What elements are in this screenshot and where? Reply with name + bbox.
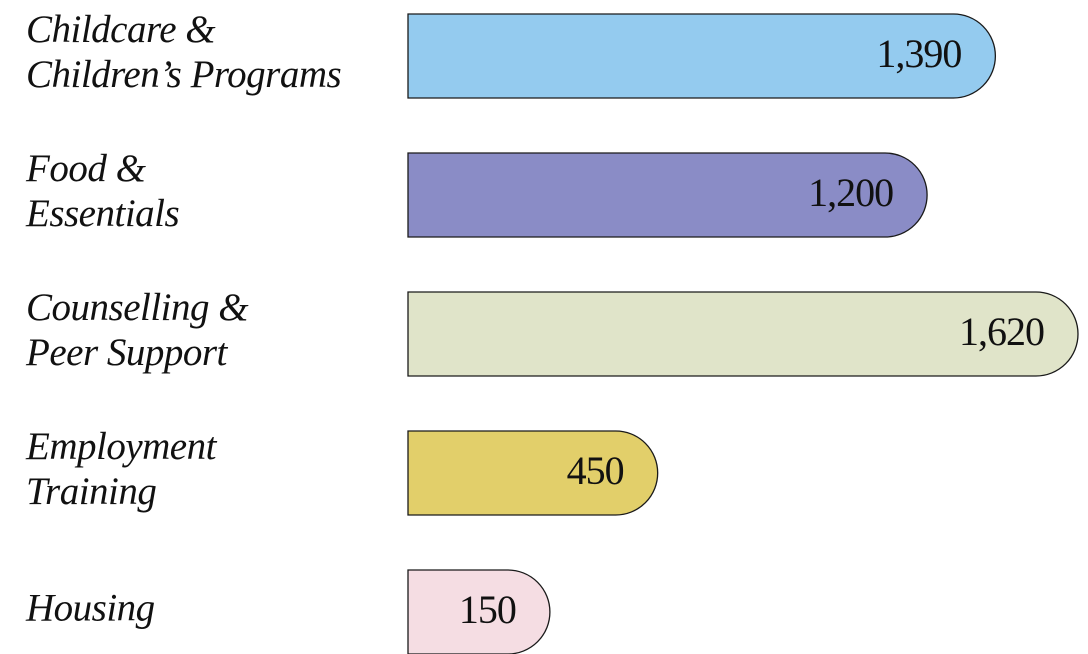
category-label: Counselling & Peer Support: [26, 286, 249, 374]
bar: [407, 569, 551, 654]
value-label: 1,390: [876, 31, 961, 76]
bar: [407, 13, 996, 99]
value-label: 450: [567, 448, 624, 493]
bar: [407, 152, 928, 238]
value-label: 1,200: [808, 170, 893, 215]
value-label: 1,620: [959, 309, 1044, 354]
category-label: Childcare & Children’s Programs: [26, 8, 342, 96]
bar: [407, 430, 659, 516]
category-label: Employment Training: [26, 425, 216, 513]
bar: [407, 291, 1079, 377]
category-label: Housing: [26, 586, 155, 630]
category-label: Food & Essentials: [26, 147, 180, 235]
value-label: 150: [459, 587, 516, 632]
